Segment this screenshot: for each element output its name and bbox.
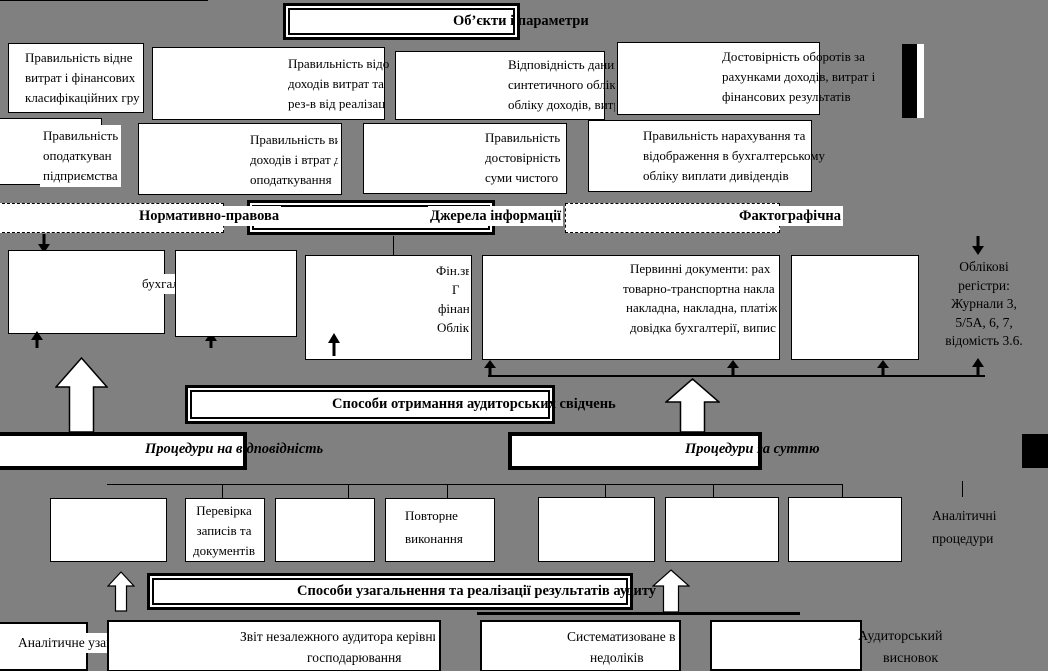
tick-1 [222,484,223,498]
objects-parameters-band [283,3,520,40]
param-text: Відповідність даних синтетичного обліку об… [508,57,615,112]
factographic-label: Фактографічна [737,206,843,226]
analytical-procedures-text: Аналітичні процедури [932,508,997,546]
param-text: Правильність ви доходів і втрат д оподатку… [250,132,338,187]
systematized-text: Систематизоване викладення недоліків [567,629,675,665]
edge-fragment [1022,434,1048,468]
procedure-box [50,498,167,562]
procedure-box [185,498,265,562]
up-arrow-icon [31,331,43,348]
block-arrow-up-icon [54,356,109,433]
information-sources-label: Джерела інформації [428,206,564,226]
param-text: Правильність оподаткуван підприємства [40,125,122,187]
up-arrow-icon [205,332,217,348]
param-box [395,51,605,120]
block-arrow-up-icon [663,378,722,433]
tick-2 [348,484,349,498]
up-arrow-icon [484,360,496,375]
compliance-procedures-label: Процедури на відповідність [145,441,324,457]
procedure-box-text: Перевірка записів та документів [193,503,255,558]
param-box [363,123,567,194]
source-box [482,255,780,360]
up-arrow-icon [328,333,340,356]
edge-fragment [917,44,924,118]
source-connector-line [393,236,394,255]
up-arrow-icon [877,360,889,375]
tick-analytical [962,481,963,497]
param-box [8,43,144,113]
result-box [710,620,862,671]
procedure-box [538,497,655,562]
result-box [107,620,441,671]
down-arrow-icon [972,236,984,255]
bottom-connector-line [477,612,800,615]
param-box [617,42,820,115]
block-arrow-up-icon [651,569,691,613]
param-box [588,120,812,192]
procedure-box [788,497,902,562]
procedure-box [385,498,495,562]
tick-4 [605,484,606,498]
edge-fragment [902,44,917,118]
source-text-fragment: бухгал [142,274,179,294]
source-box [8,250,165,334]
summary-label: Способи узагальнення та реалізації резул… [297,583,657,599]
param-text: Правильність нарахування та відображення … [643,128,825,183]
compliance-procedures-band [0,432,247,470]
registers-text: Облікові регістри: Журнали 3, 5/5А, 6, 7… [945,259,1023,348]
block-arrow-up-icon [106,571,136,612]
result-box [480,620,681,671]
auditor-report-text: Звіт незалежного аудитора керівництву го… [240,629,435,665]
substantive-procedures-label: Процедури за суттю [685,441,820,457]
up-arrow-icon [727,360,739,375]
connector-line-right [488,375,985,377]
param-text: Правильність відне витрат і фінансових кла… [25,50,140,105]
procedure-box [665,497,779,562]
substantive-procedures-band [508,432,762,470]
objects-parameters-label: Об’єкти і параметри [453,13,589,29]
procedure-box-text: Повторне виконання [405,508,463,546]
connector-line-left [0,0,208,1]
normative-legal-label: Нормативно-правова [137,206,282,226]
evidence-methods-band [185,385,555,424]
evidence-methods-label: Способи отримання аудиторських свідчень [332,396,616,412]
tick-3 [447,484,448,500]
tick-5 [713,484,714,498]
param-box [152,47,385,120]
down-arrow-icon [38,234,50,253]
param-box [138,123,342,195]
param-text: Достовірність оборотів за рахунками доход… [722,49,876,104]
audit-conclusion-text: Аудиторський висновок [858,629,943,666]
param-text: Правильність достовірність суми чистого [485,130,561,185]
summary-band [147,573,633,610]
source-text: Фін.зв Г фінан Облік [436,263,469,335]
result-text-fragment: Аналітичне узаг [18,633,112,653]
param-text: Правильність відо доходів витрат та рез-в … [288,56,390,111]
source-box [791,255,919,360]
procedure-box [275,498,375,562]
tick-6 [842,484,843,498]
primary-documents-text: Первинні документи: рах товарно-транспор… [623,261,777,335]
source-box [175,250,297,337]
up-arrow-icon [972,358,984,375]
procedures-connector-line [107,484,842,485]
